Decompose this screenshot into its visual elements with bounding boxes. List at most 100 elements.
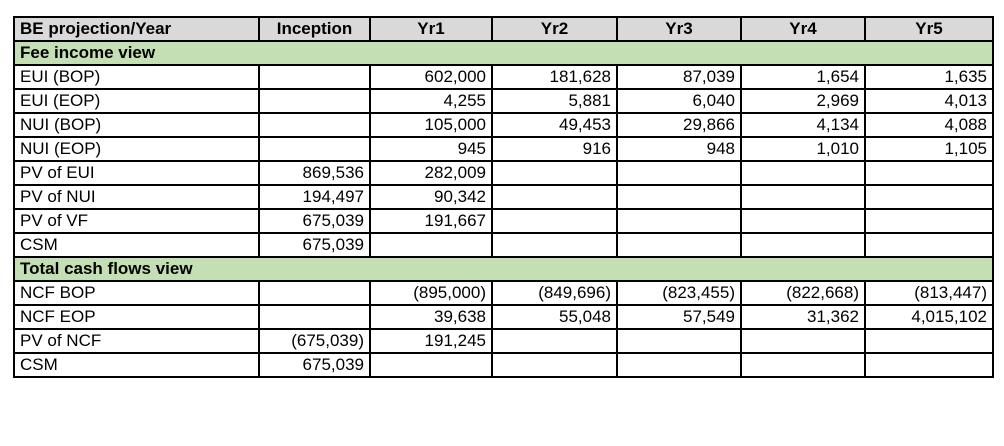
table-cell bbox=[616, 328, 742, 354]
table-cell bbox=[740, 232, 866, 258]
table-row: PV of NUI 194,497 90,342 bbox=[13, 184, 994, 210]
row-label: PV of NCF bbox=[13, 328, 260, 354]
section-title: Fee income view bbox=[13, 40, 994, 66]
table-cell: 675,039 bbox=[258, 208, 371, 234]
table-cell bbox=[491, 208, 618, 234]
table-cell: 39,638 bbox=[369, 304, 493, 330]
table-cell: 4,134 bbox=[740, 112, 866, 138]
table-cell: 1,105 bbox=[864, 136, 994, 162]
table-cell: 55,048 bbox=[491, 304, 618, 330]
table-cell bbox=[258, 64, 371, 90]
table-cell: (895,000) bbox=[369, 280, 493, 306]
table-row: NCF BOP (895,000) (849,696) (823,455) (822,6… bbox=[13, 280, 994, 306]
row-label: CSM bbox=[13, 352, 260, 378]
table-cell: (822,668) bbox=[740, 280, 866, 306]
table-cell bbox=[491, 232, 618, 258]
table-row: EUI (BOP) 602,000 181,628 87,039 1,654 1,635 bbox=[13, 64, 994, 90]
table-cell: 1,635 bbox=[864, 64, 994, 90]
section-header-row: Total cash flows view bbox=[13, 256, 994, 282]
column-header: Inception bbox=[258, 16, 371, 42]
column-header: BE projection/Year bbox=[13, 16, 260, 42]
table-cell: 29,866 bbox=[616, 112, 742, 138]
section-title: Total cash flows view bbox=[13, 256, 994, 282]
table-cell: (849,696) bbox=[491, 280, 618, 306]
header-row: BE projection/Year Inception Yr1 Yr2 Yr3 Yr4 Y… bbox=[13, 16, 994, 42]
column-header: Yr4 bbox=[740, 16, 866, 42]
table-cell: 945 bbox=[369, 136, 493, 162]
row-label: PV of EUI bbox=[13, 160, 260, 186]
table-cell bbox=[864, 208, 994, 234]
table-cell bbox=[369, 232, 493, 258]
table-cell bbox=[616, 232, 742, 258]
table-cell bbox=[864, 232, 994, 258]
column-header: Yr3 bbox=[616, 16, 742, 42]
table-cell: (675,039) bbox=[258, 328, 371, 354]
table-cell: 57,549 bbox=[616, 304, 742, 330]
table-row: EUI (EOP) 4,255 5,881 6,040 2,969 4,013 bbox=[13, 88, 994, 114]
table-cell bbox=[258, 136, 371, 162]
table-cell bbox=[258, 280, 371, 306]
table-cell: (813,447) bbox=[864, 280, 994, 306]
table-cell: 49,453 bbox=[491, 112, 618, 138]
table-cell bbox=[740, 184, 866, 210]
table-cell bbox=[864, 184, 994, 210]
table-cell: 31,362 bbox=[740, 304, 866, 330]
table-row: NUI (EOP) 945 916 948 1,010 1,105 bbox=[13, 136, 994, 162]
table-cell bbox=[864, 328, 994, 354]
table-cell bbox=[616, 184, 742, 210]
table-row: NCF EOP 39,638 55,048 57,549 31,362 4,015,102 bbox=[13, 304, 994, 330]
table-cell bbox=[616, 208, 742, 234]
table-cell: 90,342 bbox=[369, 184, 493, 210]
table-cell: 948 bbox=[616, 136, 742, 162]
table-cell bbox=[258, 304, 371, 330]
be-projection-table: BE projection/Year Inception Yr1 Yr2 Yr3 Yr4 Y… bbox=[13, 16, 994, 378]
table-cell: 4,255 bbox=[369, 88, 493, 114]
section-header-row: Fee income view bbox=[13, 40, 994, 66]
table-cell: 4,013 bbox=[864, 88, 994, 114]
table-cell: 4,088 bbox=[864, 112, 994, 138]
column-header: Yr1 bbox=[369, 16, 493, 42]
row-label: NUI (EOP) bbox=[13, 136, 260, 162]
table-cell bbox=[369, 352, 493, 378]
table-row: PV of VF 675,039 191,667 bbox=[13, 208, 994, 234]
row-label: EUI (BOP) bbox=[13, 64, 260, 90]
table-cell bbox=[740, 160, 866, 186]
table-cell bbox=[740, 328, 866, 354]
table-cell: 675,039 bbox=[258, 232, 371, 258]
table-cell: 282,009 bbox=[369, 160, 493, 186]
table-cell: 87,039 bbox=[616, 64, 742, 90]
table-cell bbox=[491, 328, 618, 354]
table-cell bbox=[258, 112, 371, 138]
table-cell: 1,654 bbox=[740, 64, 866, 90]
table-cell: 869,536 bbox=[258, 160, 371, 186]
table-cell bbox=[491, 352, 618, 378]
table-cell: 194,497 bbox=[258, 184, 371, 210]
table-cell bbox=[258, 88, 371, 114]
table-cell: 105,000 bbox=[369, 112, 493, 138]
table-cell bbox=[740, 208, 866, 234]
table-cell: 4,015,102 bbox=[864, 304, 994, 330]
table-row: PV of NCF (675,039) 191,245 bbox=[13, 328, 994, 354]
row-label: NUI (BOP) bbox=[13, 112, 260, 138]
table-cell bbox=[740, 352, 866, 378]
row-label: PV of NUI bbox=[13, 184, 260, 210]
row-label: NCF BOP bbox=[13, 280, 260, 306]
table-cell: 602,000 bbox=[369, 64, 493, 90]
table-cell bbox=[864, 160, 994, 186]
table-cell: 6,040 bbox=[616, 88, 742, 114]
column-header: Yr5 bbox=[864, 16, 994, 42]
table-row: NUI (BOP) 105,000 49,453 29,866 4,134 4,088 bbox=[13, 112, 994, 138]
table-cell: 675,039 bbox=[258, 352, 371, 378]
table-cell: 191,245 bbox=[369, 328, 493, 354]
table-cell bbox=[491, 160, 618, 186]
table-cell bbox=[616, 352, 742, 378]
table-cell: 916 bbox=[491, 136, 618, 162]
table-cell bbox=[616, 160, 742, 186]
table-cell bbox=[491, 184, 618, 210]
table-cell bbox=[864, 352, 994, 378]
table-cell: (823,455) bbox=[616, 280, 742, 306]
table-cell: 181,628 bbox=[491, 64, 618, 90]
table-cell: 191,667 bbox=[369, 208, 493, 234]
row-label: NCF EOP bbox=[13, 304, 260, 330]
row-label: CSM bbox=[13, 232, 260, 258]
